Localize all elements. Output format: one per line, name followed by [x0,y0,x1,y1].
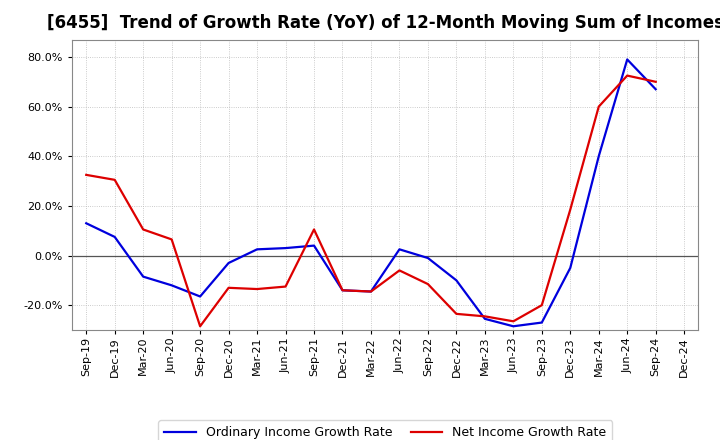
Net Income Growth Rate [509,319,518,324]
Net Income Growth Rate [282,284,290,289]
Net Income Growth Rate [225,285,233,290]
Ordinary Income Growth Rate [395,247,404,252]
Net Income Growth Rate [595,104,603,109]
Ordinary Income Growth Rate [110,234,119,239]
Ordinary Income Growth Rate [509,324,518,329]
Ordinary Income Growth Rate [566,265,575,271]
Net Income Growth Rate [338,288,347,293]
Line: Net Income Growth Rate: Net Income Growth Rate [86,76,656,326]
Line: Ordinary Income Growth Rate: Ordinary Income Growth Rate [86,59,656,326]
Ordinary Income Growth Rate [225,260,233,266]
Net Income Growth Rate [110,177,119,183]
Ordinary Income Growth Rate [537,320,546,325]
Net Income Growth Rate [366,289,375,294]
Ordinary Income Growth Rate [139,274,148,279]
Ordinary Income Growth Rate [623,57,631,62]
Title: [6455]  Trend of Growth Rate (YoY) of 12-Month Moving Sum of Incomes: [6455] Trend of Growth Rate (YoY) of 12-… [47,15,720,33]
Net Income Growth Rate [139,227,148,232]
Net Income Growth Rate [623,73,631,78]
Ordinary Income Growth Rate [167,282,176,288]
Legend: Ordinary Income Growth Rate, Net Income Growth Rate: Ordinary Income Growth Rate, Net Income … [158,420,613,440]
Net Income Growth Rate [310,227,318,232]
Net Income Growth Rate [566,207,575,212]
Net Income Growth Rate [423,282,432,287]
Ordinary Income Growth Rate [338,288,347,293]
Net Income Growth Rate [167,237,176,242]
Ordinary Income Growth Rate [480,316,489,322]
Ordinary Income Growth Rate [196,294,204,299]
Net Income Growth Rate [452,311,461,316]
Ordinary Income Growth Rate [310,243,318,248]
Ordinary Income Growth Rate [595,154,603,159]
Ordinary Income Growth Rate [652,87,660,92]
Ordinary Income Growth Rate [82,220,91,226]
Ordinary Income Growth Rate [253,247,261,252]
Net Income Growth Rate [82,172,91,177]
Ordinary Income Growth Rate [282,246,290,251]
Ordinary Income Growth Rate [423,255,432,260]
Net Income Growth Rate [253,286,261,292]
Net Income Growth Rate [196,324,204,329]
Net Income Growth Rate [395,268,404,273]
Net Income Growth Rate [652,79,660,84]
Net Income Growth Rate [480,314,489,319]
Ordinary Income Growth Rate [366,289,375,294]
Ordinary Income Growth Rate [452,278,461,283]
Net Income Growth Rate [537,303,546,308]
